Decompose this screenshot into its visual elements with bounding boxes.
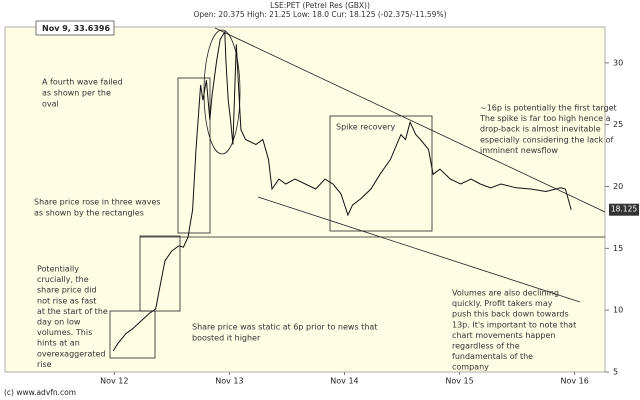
annotation-line: oval [42,100,59,109]
price-line [112,30,572,352]
price-tag-label: 18.125 [611,205,637,214]
y-tick-label: 15 [613,244,623,253]
annotation-line: share price did [37,286,97,295]
cursor-box [35,20,115,36]
y-tick-label: 20 [613,182,623,191]
y-tick-label: 10 [613,306,623,315]
annotation-line: company [452,363,489,372]
y-tick-label: 25 [613,120,623,129]
chart-subtitle: Open: 20.375 High: 21.25 Low: 18.0 Cur: … [193,10,446,19]
chart-title: LSE:PET (Petrel Res (GBX)) [270,1,370,10]
annotation-line: Share price was static at 6p prior to ne… [192,323,377,332]
annotation-line: overexaggerated [37,349,106,358]
trend-line [257,196,581,303]
wave-box [177,77,211,234]
wave-box [139,235,181,312]
price-tag [609,203,639,216]
annotation-line: Volumes are also declining [452,289,559,298]
annotation-line: quickly. Profit takers may [452,299,553,308]
x-tick-label: Nov 15 [445,377,473,386]
annotation-line: boosted it higher [192,334,261,343]
trend-line [214,27,606,213]
annotation-line: at the start of the [37,307,108,316]
annotation-line: Spike recovery [336,123,395,132]
annotation-line: as shown per the [42,89,111,98]
annotation-line: imminent newsflow [480,146,558,155]
y-tick-label: 30 [613,58,623,67]
annotation-line: ~16p is potentially the first target [480,104,617,113]
annotation-line: Potentially [37,265,79,274]
plot-area [4,26,606,373]
annotation-line: fundamentals of the [452,352,533,361]
annotation-line: as shown by the rectangles [34,209,144,218]
annotation-line: push this back down towards [452,310,569,319]
annotation-line: rise [37,360,52,369]
annotation-line: 13p. It's important to note that [452,320,576,329]
x-tick-label: Nov 12 [100,377,128,386]
annotation-line: regardless of the [452,342,520,351]
annotation-line: crucially, the [37,275,89,284]
annotation-line: not rise as fast [37,296,96,305]
cursor-label: Nov 9, 33.6396 [42,24,110,33]
y-tick-label: 5 [613,368,618,377]
source: (c) www.advfn.com [4,388,76,397]
annotation-line: The spike is far too high hence a [479,114,611,123]
annotation-line: Share price rose in three waves [34,198,161,207]
annotation-line: A fourth wave failed [42,78,123,87]
annotation-line: drop-back is almost inevitable [480,125,601,134]
wave-box [109,310,156,359]
x-tick-label: Nov 13 [215,377,243,386]
annotation-line: especially considering the lack of [480,135,614,144]
recovery-box [329,115,433,232]
x-tick-label: Nov 16 [560,377,588,386]
annotation-line: hints at an [37,339,80,348]
annotation-line: chart movements happen [452,331,555,340]
annotation-line: day on low [37,318,81,327]
annotation-line: volumes. This [37,328,92,337]
x-tick-label: Nov 14 [330,377,358,386]
